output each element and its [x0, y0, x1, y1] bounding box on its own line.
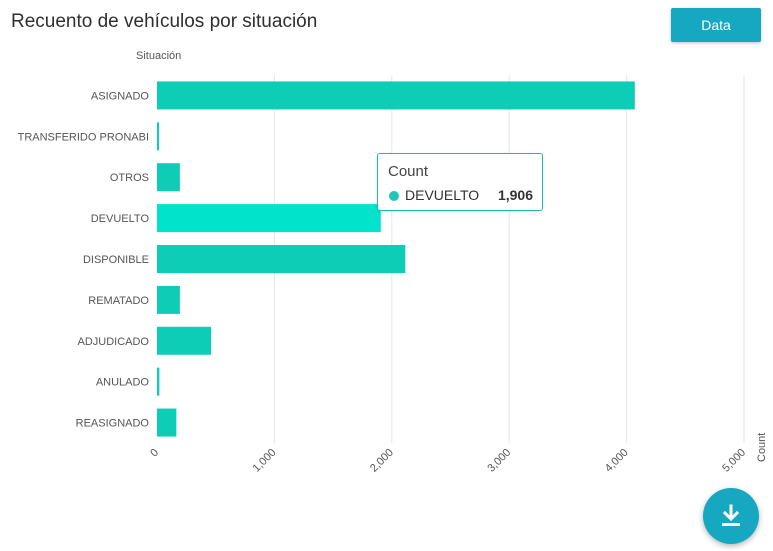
x-tick-label: 0 — [148, 447, 161, 460]
x-tick-label: 2,000 — [368, 447, 396, 475]
bar — [157, 204, 381, 233]
category-label: REASIGNADO — [76, 418, 150, 430]
chart-tooltip: Count DEVUELTO 1,906 — [377, 153, 543, 211]
tooltip-label: DEVUELTO — [405, 187, 480, 203]
x-axis-label: Count — [756, 433, 768, 462]
category-label: OTROS — [110, 172, 149, 184]
download-icon — [722, 504, 740, 526]
bar — [157, 81, 635, 110]
bar — [157, 285, 180, 314]
category-label: DISPONIBLE — [83, 254, 149, 266]
x-tick-label: 4,000 — [603, 447, 631, 475]
tooltip-title: Count — [388, 163, 429, 180]
category-label: ADJUDICADO — [77, 336, 149, 348]
data-button[interactable]: Data — [671, 8, 761, 42]
x-tick-label: 3,000 — [485, 447, 513, 475]
bar — [157, 163, 180, 192]
bar — [157, 408, 177, 437]
category-label: ANULADO — [96, 377, 150, 389]
bar — [157, 245, 406, 273]
bar — [157, 122, 159, 151]
y-axis-label: Situación — [136, 50, 181, 62]
category-label: ASIGNADO — [91, 90, 150, 102]
chart-title: Recuento de vehículos por situación — [11, 11, 318, 32]
x-tick-label: 1,000 — [251, 447, 279, 475]
category-label: TRANSFERIDO PRONABI — [18, 131, 149, 143]
bar — [157, 326, 212, 355]
tooltip-value: 1,906 — [497, 187, 533, 203]
download-button[interactable] — [703, 488, 759, 544]
tooltip-series-dot — [389, 191, 399, 201]
bar — [157, 367, 160, 396]
category-label: REMATADO — [88, 295, 149, 307]
x-tick-label: 5,000 — [720, 447, 748, 475]
category-label: DEVUELTO — [91, 213, 150, 225]
